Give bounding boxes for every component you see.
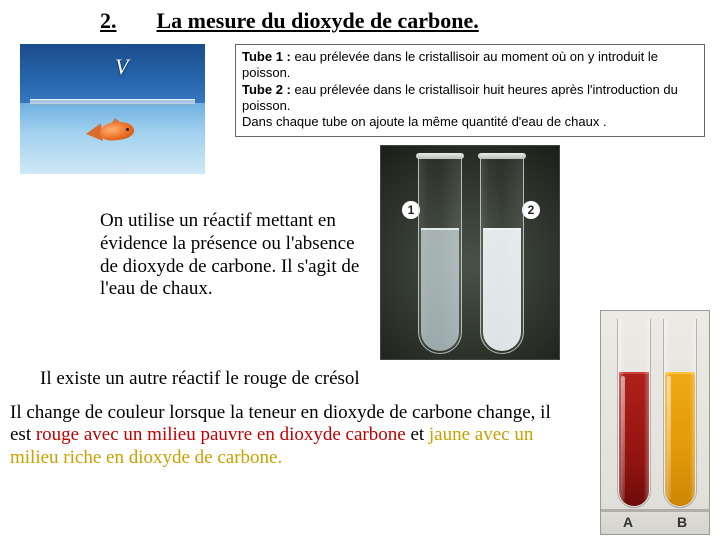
tube2-line: Tube 2 : eau prélevée dans le cristallis… [242,82,698,115]
tube-badge-2: 2 [522,201,540,219]
tube2-text: eau prélevée dans le cristallisoir huit … [242,82,678,113]
test-tube-2 [480,155,524,354]
tube1-text: eau prélevée dans le cristallisoir au mo… [242,49,658,80]
label-a: A [623,514,633,532]
title-text: La mesure du dioxyde de carbone. [157,8,479,34]
label-b: B [677,514,687,532]
row-top: V Tube 1 : eau prélevée dans le cristall… [0,44,720,174]
letter-v: V [115,54,128,80]
goldfish-icon [90,116,145,146]
test-tubes-12-photo: 1 2 [380,145,560,360]
reactif-paragraph: On utilise un réactif mettant en évidenc… [100,210,360,301]
para3-b: et [406,424,429,445]
test-tubes-ab-photo: A B [600,310,710,535]
section-title: 2. La mesure du dioxyde de carbone. [0,0,720,44]
cresol-colors-paragraph: Il change de couleur lorsque la teneur e… [10,402,570,469]
tube-common-line: Dans chaque tube on ajoute la même quant… [242,114,698,130]
test-tube-b [663,319,697,508]
tube1-line: Tube 1 : eau prélevée dans le cristallis… [242,49,698,82]
cresol-intro: Il existe un autre réactif le rouge de c… [40,368,540,390]
tube1-label: Tube 1 : [242,49,291,64]
test-tube-1 [418,155,462,354]
test-tube-a [617,319,651,508]
tube-ab-labels: A B [601,514,709,532]
title-number: 2. [100,8,117,34]
tube2-label: Tube 2 : [242,82,291,97]
para3-red: rouge avec un milieu pauvre en dioxyde c… [36,424,406,445]
fish-aquarium-photo: V [20,44,205,174]
tube-description-box: Tube 1 : eau prélevée dans le cristallis… [235,44,705,137]
